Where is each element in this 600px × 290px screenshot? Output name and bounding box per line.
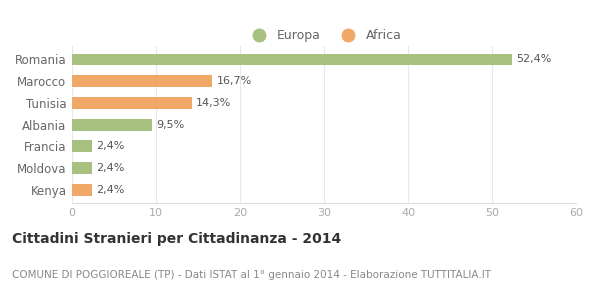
Bar (72, 162, 92, 174)
Bar (72, 184, 92, 196)
Text: COMUNE DI POGGIOREALE (TP) - Dati ISTAT al 1° gennaio 2014 - Elaborazione TUTTIT: COMUNE DI POGGIOREALE (TP) - Dati ISTAT … (12, 270, 491, 280)
Bar (72, 75, 212, 87)
Text: 9,5%: 9,5% (156, 120, 184, 130)
Text: 16,7%: 16,7% (217, 76, 252, 86)
Text: 2,4%: 2,4% (97, 163, 125, 173)
Text: 52,4%: 52,4% (517, 55, 552, 64)
Bar (72, 97, 192, 109)
Bar (72, 140, 92, 153)
Legend: Europa, Africa: Europa, Africa (242, 24, 406, 48)
Text: Cittadini Stranieri per Cittadinanza - 2014: Cittadini Stranieri per Cittadinanza - 2… (12, 232, 341, 246)
Bar (72, 54, 512, 66)
Text: 2,4%: 2,4% (97, 185, 125, 195)
Text: 14,3%: 14,3% (196, 98, 232, 108)
Bar (72, 119, 152, 131)
Text: 2,4%: 2,4% (97, 142, 125, 151)
